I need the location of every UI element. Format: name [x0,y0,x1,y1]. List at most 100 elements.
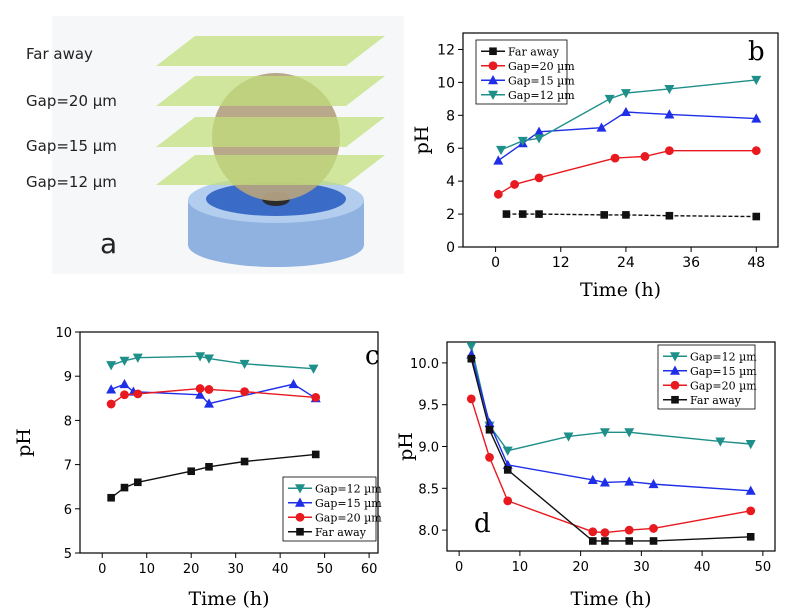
panel-c-series-line [110,387,316,405]
plane-gap-12 [156,155,385,185]
panel-d-legend-marker [670,365,680,375]
panel-b-data-point [664,146,674,156]
panel-d-data-point [503,496,513,506]
panel-c-data-point [203,354,214,364]
panel-c-data-point [119,356,130,366]
panel-c-ytick-label: 7 [64,459,72,474]
panel-c-data-point [106,384,117,394]
panel-c-ytick-label: 6 [64,503,72,518]
panel-b-data-point [534,134,545,144]
panel-b-series-3 [496,75,762,156]
panel-d-data-point [503,466,512,474]
panel-b-ytick-label: 2 [446,207,455,223]
panel-d-data-point [466,394,476,404]
panel-c-data-point [308,364,319,374]
panel-b-legend-marker [488,90,498,100]
panel-c-data-point [133,389,143,399]
panel-d-data-point [624,476,635,486]
panel-d-data-point [715,437,726,447]
panel-b-xtick-label: 0 [491,255,500,271]
panel-d-letter: d [474,509,491,539]
panel-b-data-point [610,153,620,163]
panel-b-data-point [518,210,527,218]
panel-b-series-1 [493,146,761,199]
panel-d-legend-marker [671,395,679,404]
panel-b-data-point [600,211,609,219]
panel-c-data-point [106,361,117,371]
panel-d-ytick-label: 9.5 [418,399,439,414]
panel-d-chart: 0 10 20 30 40 50 8.0 8.5 9.0 9.5 10.0 Time (h) pH d Ga… [395,341,776,610]
panel-c-ylabel: pH [13,428,35,457]
panel-c-legend-label: Gap=20 µm [315,511,382,524]
label-gap-20: Gap=20 µm [26,92,117,110]
panel-c-ytick-label: 9 [64,370,72,385]
panel-d-legend-label: Gap=15 µm [690,365,757,378]
panel-b-legend-label: Gap=20 µm [508,60,575,73]
panel-c-letter: c [365,341,380,371]
panel-d-xtick-label: 50 [755,560,772,575]
panel-d-legend-marker [670,380,680,390]
panel-c-data-point [205,463,213,471]
panel-b-data-point [622,211,630,219]
panel-c-xtick-label: 40 [272,562,289,577]
panel-b-xlabel: Time (h) [580,279,661,301]
panel-c-xtick-label: 0 [98,562,106,577]
panel-d-data-point [587,474,598,484]
panel-b-xtick-label: 12 [552,255,570,271]
panel-d-data-point [746,532,755,541]
panel-d-data-point [484,417,495,428]
panel-c-xtick-label: 10 [138,562,155,577]
scan-planes [156,36,385,185]
panel-d-data-point [599,477,610,487]
panel-c-data-point [203,398,214,408]
panel-c-data-point [288,378,299,389]
label-far-away: Far away [26,45,93,63]
panel-d-data-point [485,425,494,434]
panel-b-legend-marker [488,75,498,85]
panel-b-ytick-label: 0 [446,240,455,256]
panel-b-legend-label: Far away [508,45,560,58]
panel-d-data-point [466,342,477,352]
panel-c-series-2 [106,384,321,409]
panel-d-xlabel: Time (h) [570,588,651,610]
panel-b-legend-label: Gap=15 µm [508,74,575,87]
panel-c-legend-marker [295,484,305,494]
panel-c-xtick-label: 60 [361,562,378,577]
panel-c-data-point [134,478,142,487]
panel-c-axes-frame [79,331,379,554]
panel-c-legend-marker [296,527,304,536]
panel-c-data-point [204,385,214,394]
panel-b-data-point [620,89,631,99]
panel-c-series-line [110,355,314,370]
panel-c-data-point [132,353,143,363]
panel-c-series-3 [107,450,320,502]
panel-d-data-point [625,537,634,545]
panel-d-legend-label: Far away [690,394,742,407]
panel-b-data-point [510,180,519,189]
panel-c-data-point [240,387,249,397]
panel-c-data-point [240,457,249,466]
panel-b-xtick-label: 48 [747,255,765,271]
panel-b-data-point [517,136,528,147]
panel-d-data-point [648,478,659,489]
panel-b-data-point [640,152,650,161]
panel-b-data-point [752,212,761,221]
panel-c-data-point [311,393,321,402]
panel-d-data-point [563,432,574,442]
panel-d-data-point [624,525,634,535]
panel-c-data-point [120,390,129,400]
panel-b-ytick-label: 6 [446,141,455,157]
panel-d-data-point [502,446,513,456]
panel-b-xtick-label: 24 [617,255,635,271]
label-gap-15: Gap=15 µm [26,137,117,155]
panel-b-data-point [493,189,503,199]
panel-c-data-point [239,359,250,370]
panel-c-data-point [195,389,206,399]
panel-c-legend-marker [295,512,305,522]
panel-b-series-2 [493,106,762,165]
panel-a-schematic: Far away Gap=20 µm Gap=15 µm Gap=12 µm a [26,16,404,274]
panel-d-legend-label: Gap=20 µm [690,379,757,392]
